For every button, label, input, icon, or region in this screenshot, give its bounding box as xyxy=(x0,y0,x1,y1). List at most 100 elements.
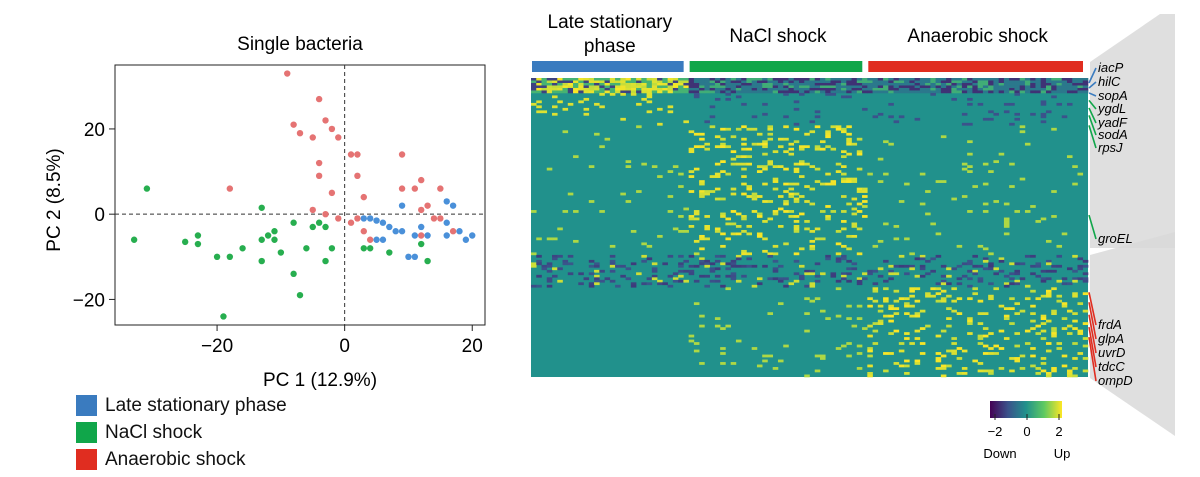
heatmap-cell xyxy=(756,215,763,218)
heatmap-cell xyxy=(609,264,616,268)
heatmap-cell xyxy=(646,85,653,89)
scatter-point xyxy=(303,245,310,252)
heatmap-cell xyxy=(777,277,784,281)
heatmap-cell xyxy=(1061,277,1068,281)
heatmap-cell xyxy=(704,215,710,218)
heatmap-cell xyxy=(809,120,816,124)
heatmap-cell xyxy=(919,327,926,330)
heatmap-cell xyxy=(688,82,695,86)
heatmap-cell xyxy=(735,78,742,81)
heatmap-cell xyxy=(877,319,884,323)
heatmap-cell xyxy=(730,90,737,94)
heatmap-cell xyxy=(767,132,774,136)
heatmap-cell xyxy=(804,297,810,301)
heatmap-cell xyxy=(835,229,842,233)
heatmap-cell xyxy=(862,107,868,111)
heatmap-cell xyxy=(841,272,847,276)
heatmap-cell xyxy=(867,324,873,328)
heatmap-cell xyxy=(951,197,957,201)
heatmap-cell xyxy=(1072,279,1078,283)
heatmap-cell xyxy=(872,87,879,91)
heatmap-cell xyxy=(888,78,894,81)
heatmap-cell xyxy=(751,82,758,86)
heatmap-cell xyxy=(704,142,710,146)
heatmap-cell xyxy=(883,259,889,263)
heatmap-cell xyxy=(1040,294,1047,298)
heatmap-cell xyxy=(793,80,800,84)
heatmap-cell xyxy=(982,344,989,348)
heatmap-cell xyxy=(693,90,700,94)
heatmap-cell xyxy=(925,324,931,328)
heatmap-cell xyxy=(594,102,600,106)
heatmap-cell xyxy=(982,257,989,261)
heatmap-cell xyxy=(809,244,816,248)
heatmap-cell xyxy=(588,85,595,89)
heatmap-cell xyxy=(904,182,910,186)
heatmap-cell xyxy=(883,297,889,301)
heatmap-cell xyxy=(730,135,737,139)
heatmap-cell xyxy=(804,80,810,84)
heatmap-cell xyxy=(841,78,847,81)
heatmap-cell xyxy=(725,262,731,266)
heatmap-cell xyxy=(856,367,863,370)
heatmap-cell xyxy=(867,172,873,176)
heatmap-cell xyxy=(804,145,810,149)
heatmap-cell xyxy=(1082,344,1089,348)
scatter-point xyxy=(335,134,342,141)
heatmap-cell xyxy=(693,302,700,306)
heatmap-cell xyxy=(783,277,789,281)
heatmap-cell xyxy=(841,155,847,159)
heatmap-cell xyxy=(961,78,968,81)
heatmap-cell xyxy=(783,125,789,129)
heatmap-cell xyxy=(772,82,779,86)
heatmap-cell xyxy=(940,297,947,301)
heatmap-cell xyxy=(1072,90,1078,94)
heatmap-cell xyxy=(688,147,695,151)
heatmap-cell xyxy=(609,92,616,96)
heatmap-cell xyxy=(825,90,831,94)
heatmap-cell xyxy=(935,180,942,183)
heatmap-cell xyxy=(599,90,605,94)
heatmap-cell xyxy=(872,289,879,293)
heatmap-cell xyxy=(662,90,668,94)
heatmap-cell xyxy=(788,87,795,91)
scatter-point xyxy=(315,219,323,226)
heatmap-cell xyxy=(1051,215,1057,218)
heatmap-cell xyxy=(651,80,658,84)
heatmap-cell xyxy=(714,267,721,271)
heatmap-cell xyxy=(798,247,805,251)
heatmap-cell xyxy=(741,102,747,106)
heatmap-cell xyxy=(1061,87,1068,91)
heatmap-cell xyxy=(914,359,921,363)
heatmap-cell xyxy=(809,78,816,81)
heatmap-cell xyxy=(683,85,689,89)
heatmap-cell xyxy=(1066,155,1073,159)
heatmap-cell xyxy=(699,259,705,263)
heatmap-cell xyxy=(867,269,873,273)
heatmap-cell xyxy=(972,80,978,84)
heatmap-cell xyxy=(856,190,863,193)
scatter-point xyxy=(354,215,361,222)
heatmap-cell xyxy=(678,85,684,89)
heatmap-cell xyxy=(646,244,653,248)
heatmap-cell xyxy=(746,264,752,268)
heatmap-cell xyxy=(841,277,847,281)
heatmap-cell xyxy=(714,254,721,258)
heatmap-cell xyxy=(982,369,989,373)
heatmap-cell xyxy=(1082,85,1089,89)
heatmap-cell xyxy=(1003,284,1010,288)
heatmap-cell xyxy=(862,205,868,208)
heatmap-cell xyxy=(925,212,931,216)
heatmap-cell xyxy=(809,130,816,134)
heatmap-cell xyxy=(546,167,553,171)
heatmap-cell xyxy=(783,87,789,91)
heatmap-cell xyxy=(725,90,731,94)
heatmap-cell xyxy=(846,342,852,345)
heatmap-cell xyxy=(1014,312,1020,316)
gene-connector xyxy=(1088,125,1097,149)
heatmap-cell xyxy=(982,182,989,186)
heatmap-cell xyxy=(851,207,858,211)
heatmap-cell xyxy=(851,85,858,89)
colorbar xyxy=(990,401,1062,418)
heatmap-cell xyxy=(725,145,731,149)
